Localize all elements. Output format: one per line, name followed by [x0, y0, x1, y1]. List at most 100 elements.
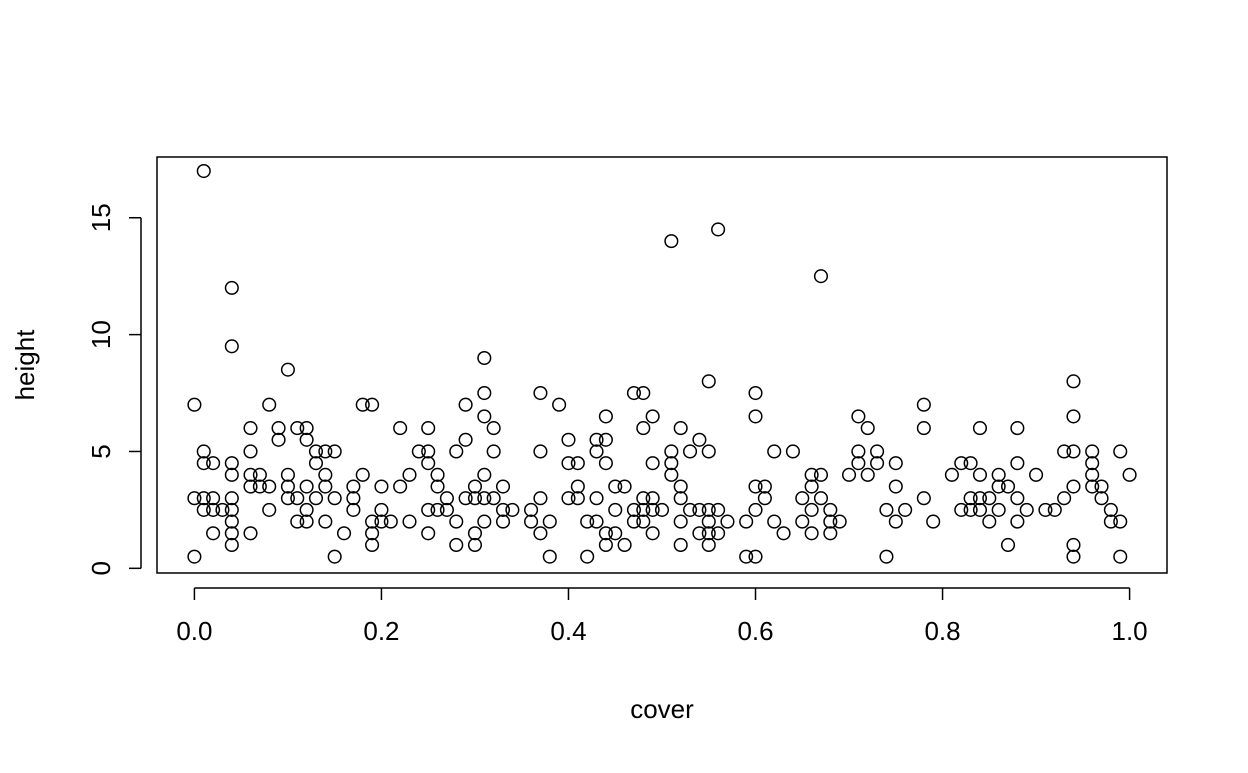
data-point — [711, 222, 726, 237]
data-point — [701, 444, 716, 459]
data-point — [767, 514, 782, 529]
data-point — [402, 467, 417, 482]
data-point — [664, 234, 679, 249]
data-point — [654, 502, 670, 517]
data-point — [916, 491, 931, 506]
data-point — [1057, 444, 1072, 459]
data-point — [280, 479, 295, 494]
data-point — [533, 444, 548, 459]
data-point — [318, 479, 333, 494]
data-point — [1000, 479, 1016, 494]
data-point — [645, 409, 660, 424]
data-point — [636, 514, 651, 529]
data-point — [243, 467, 258, 482]
x-tick-label: 0.4 — [550, 616, 586, 646]
data-point — [626, 385, 641, 401]
data-point — [374, 479, 389, 494]
data-point — [439, 502, 454, 517]
data-point — [598, 456, 613, 471]
data-point — [1103, 502, 1118, 517]
data-point — [972, 467, 988, 482]
data-point — [552, 397, 567, 412]
data-point — [486, 444, 501, 459]
data-point — [383, 514, 398, 529]
data-point — [524, 514, 539, 529]
data-point — [860, 421, 875, 436]
data-point — [879, 549, 894, 564]
data-point — [991, 502, 1006, 517]
data-point — [636, 385, 651, 401]
data-point — [963, 502, 978, 517]
data-point — [617, 479, 632, 494]
data-point — [318, 444, 333, 459]
data-point — [1066, 537, 1081, 553]
data-point — [467, 479, 483, 494]
data-point — [187, 491, 202, 506]
data-point — [1085, 467, 1100, 482]
data-point — [243, 526, 258, 541]
data-point — [187, 397, 202, 412]
data-point — [701, 502, 716, 517]
data-point — [991, 467, 1006, 482]
data-point — [290, 514, 305, 529]
data-point — [898, 502, 913, 517]
data-point — [832, 514, 847, 529]
data-point — [280, 467, 295, 482]
data-point — [196, 444, 211, 459]
data-point — [580, 514, 595, 529]
data-point — [748, 479, 763, 494]
data-point — [664, 444, 679, 459]
data-point — [841, 467, 857, 482]
data-point — [972, 491, 988, 506]
data-point — [458, 432, 473, 447]
data-point — [580, 549, 595, 564]
data-point — [804, 479, 819, 494]
data-point — [757, 479, 772, 494]
data-point — [870, 456, 885, 471]
data-point — [851, 456, 866, 471]
data-point — [916, 397, 931, 412]
data-point — [561, 491, 576, 506]
data-point — [785, 444, 800, 459]
x-tick-label: 0.8 — [924, 616, 960, 646]
data-point — [393, 421, 408, 436]
data-point — [505, 502, 520, 517]
data-point — [299, 421, 314, 436]
y-tick-label: 15 — [86, 203, 116, 232]
data-point — [542, 549, 557, 564]
data-point — [598, 537, 613, 553]
data-point — [589, 432, 604, 447]
y-axis: 0 5 10 15 — [86, 203, 142, 576]
data-point — [308, 491, 324, 506]
data-point — [851, 409, 866, 424]
data-point — [1122, 467, 1137, 482]
data-point — [608, 526, 623, 541]
data-point — [533, 491, 548, 506]
data-point — [346, 491, 361, 506]
data-point — [374, 514, 389, 529]
data-point — [346, 502, 361, 517]
data-point — [542, 514, 557, 529]
data-point — [664, 456, 679, 471]
data-point — [683, 444, 698, 459]
data-point — [813, 467, 829, 482]
data-point — [243, 479, 258, 494]
data-point — [608, 502, 623, 517]
data-point — [701, 537, 716, 553]
data-point — [196, 456, 211, 471]
y-axis-label: height — [10, 329, 40, 401]
data-point — [206, 526, 221, 541]
data-point — [954, 502, 969, 517]
data-point — [262, 479, 277, 494]
data-point — [486, 491, 501, 506]
data-point — [561, 432, 576, 447]
data-point — [449, 537, 464, 553]
data-point — [645, 456, 660, 471]
data-point — [748, 502, 763, 517]
data-point — [1113, 444, 1128, 459]
data-point — [963, 456, 978, 471]
data-point — [467, 491, 483, 506]
data-point — [308, 444, 324, 459]
data-point — [739, 514, 754, 529]
data-point — [224, 537, 239, 553]
